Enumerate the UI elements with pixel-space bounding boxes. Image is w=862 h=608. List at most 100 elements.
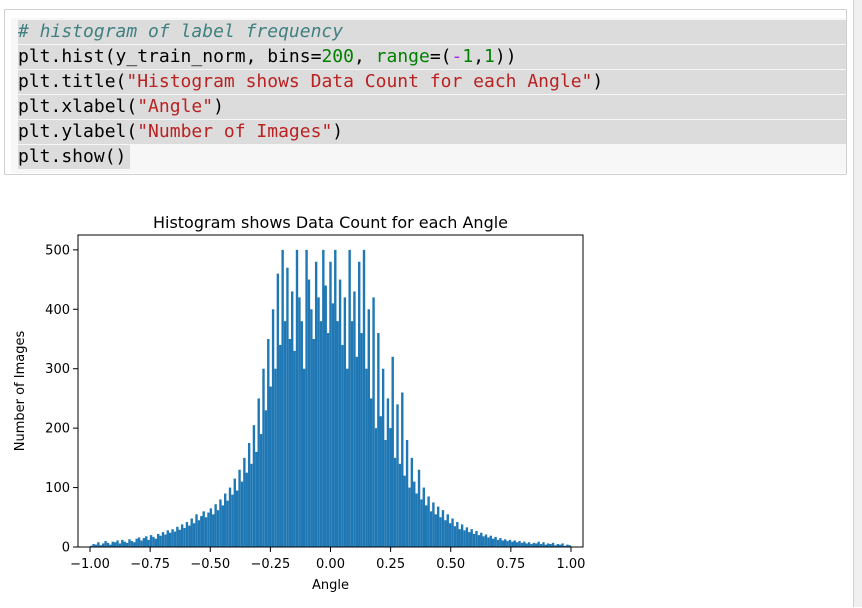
histogram-bar <box>389 428 392 547</box>
histogram-bar <box>369 398 373 547</box>
histogram-bar <box>343 297 347 547</box>
vertical-scrollbar[interactable] <box>853 0 862 607</box>
code-line-2: plt.hist(y_train_norm, bins=200, range=(… <box>18 45 846 69</box>
histogram-bar <box>197 520 201 547</box>
histogram-bar <box>221 505 225 547</box>
x-tick-label: −0.25 <box>250 557 290 572</box>
histogram-bar <box>384 440 387 547</box>
histogram-bar <box>135 538 138 547</box>
histogram-bar <box>262 368 265 547</box>
code-cell[interactable]: # histogram of label frequency plt.hist(… <box>4 9 847 175</box>
histogram-bar <box>492 538 495 547</box>
chart-title: Histogram shows Data Count for each Angl… <box>153 213 508 232</box>
histogram-bar <box>90 545 93 547</box>
histogram-bar <box>176 526 179 547</box>
histogram-bar <box>470 529 473 547</box>
histogram-bar <box>393 457 397 547</box>
histogram-bar <box>506 541 509 547</box>
histogram-bar <box>307 279 311 547</box>
histogram-bar <box>331 303 335 547</box>
histogram-bar <box>298 297 301 547</box>
histogram-bar <box>551 542 555 547</box>
histogram-bar <box>288 339 292 547</box>
histogram-bar <box>427 496 430 547</box>
x-tick-label: −1.00 <box>70 557 110 572</box>
histogram-bar <box>539 544 543 547</box>
code-text: ) <box>592 71 604 92</box>
histogram-bar <box>527 542 531 547</box>
histogram-bar <box>173 531 177 547</box>
histogram-bar <box>494 536 497 547</box>
histogram-bar <box>508 539 512 547</box>
histogram-bar <box>109 544 112 547</box>
histogram-bar <box>554 545 557 547</box>
histogram-bar <box>166 530 169 547</box>
histogram-bar <box>439 517 442 547</box>
histogram-bar <box>259 434 263 547</box>
y-tick-label: 300 <box>45 362 70 377</box>
histogram-bar <box>125 542 129 547</box>
x-tick-label: 0.25 <box>376 557 405 572</box>
histogram-bar <box>441 510 445 547</box>
y-tick-label: 200 <box>45 422 70 437</box>
output-area: −1.00 −0.75 −0.50 −0.25 0.00 0.25 0.50 0.75 1.00… <box>8 186 592 604</box>
code-text: , <box>473 46 485 67</box>
histogram-bar <box>142 538 146 547</box>
code-line-4: plt.xlabel("Angle") <box>18 95 846 119</box>
histogram-bar <box>532 542 536 547</box>
histogram-bar <box>264 410 268 547</box>
code-line-6: plt.show() <box>18 145 131 169</box>
histogram-bar <box>224 493 227 547</box>
histogram-bar <box>233 478 236 547</box>
code-editor[interactable]: # histogram of label frequency plt.hist(… <box>11 18 846 173</box>
histogram-bar <box>267 339 270 547</box>
code-line-1: # histogram of label frequency <box>18 20 846 44</box>
histogram-bar <box>94 544 98 547</box>
histogram-bar <box>302 368 306 547</box>
code-text: =( <box>429 46 452 67</box>
histogram-bar <box>200 516 203 547</box>
histogram-bar <box>226 500 229 547</box>
histogram-bar <box>281 249 284 547</box>
histogram-bar <box>386 398 390 547</box>
histogram-bar <box>403 475 406 547</box>
histogram-bar <box>530 544 533 547</box>
x-tick-label: 0.75 <box>496 557 525 572</box>
histogram-bar <box>542 542 545 547</box>
code-keyword: range <box>375 46 430 67</box>
histogram-bar <box>99 545 102 547</box>
code-number: 1 <box>462 46 474 67</box>
histogram-bar <box>192 523 196 547</box>
histogram-bar <box>525 543 528 547</box>
histogram-bar <box>322 249 325 547</box>
histogram-bar <box>408 487 411 547</box>
histogram-bar <box>286 267 289 547</box>
histogram-bar <box>252 425 256 547</box>
histogram-bar <box>535 543 538 547</box>
histogram-bar <box>566 544 569 547</box>
histogram-bar <box>348 249 351 547</box>
histogram-bar <box>113 542 117 547</box>
histogram-bar <box>480 532 483 547</box>
histogram-bar <box>235 490 239 547</box>
histogram-bar <box>458 529 461 547</box>
histogram-bar <box>247 443 251 547</box>
histogram-bar <box>214 504 217 547</box>
histogram-bar <box>293 350 296 547</box>
x-tick-label: 0.00 <box>316 557 345 572</box>
histogram-bar <box>195 514 198 547</box>
histogram-bar <box>240 481 244 547</box>
code-string: "Angle" <box>137 96 214 117</box>
histogram-bar <box>518 541 521 547</box>
y-tick-label: 500 <box>45 243 70 258</box>
y-axis-label: Number of Images <box>13 331 28 452</box>
histogram-bar <box>283 321 287 547</box>
histogram-bar <box>92 544 95 547</box>
histogram-bar <box>503 539 507 547</box>
histogram-bar <box>245 472 248 547</box>
histogram-bar <box>515 542 519 547</box>
histogram-bar <box>477 535 481 547</box>
histogram-bar <box>563 545 567 547</box>
histogram-bar <box>460 524 464 547</box>
histogram-bar <box>362 249 366 547</box>
